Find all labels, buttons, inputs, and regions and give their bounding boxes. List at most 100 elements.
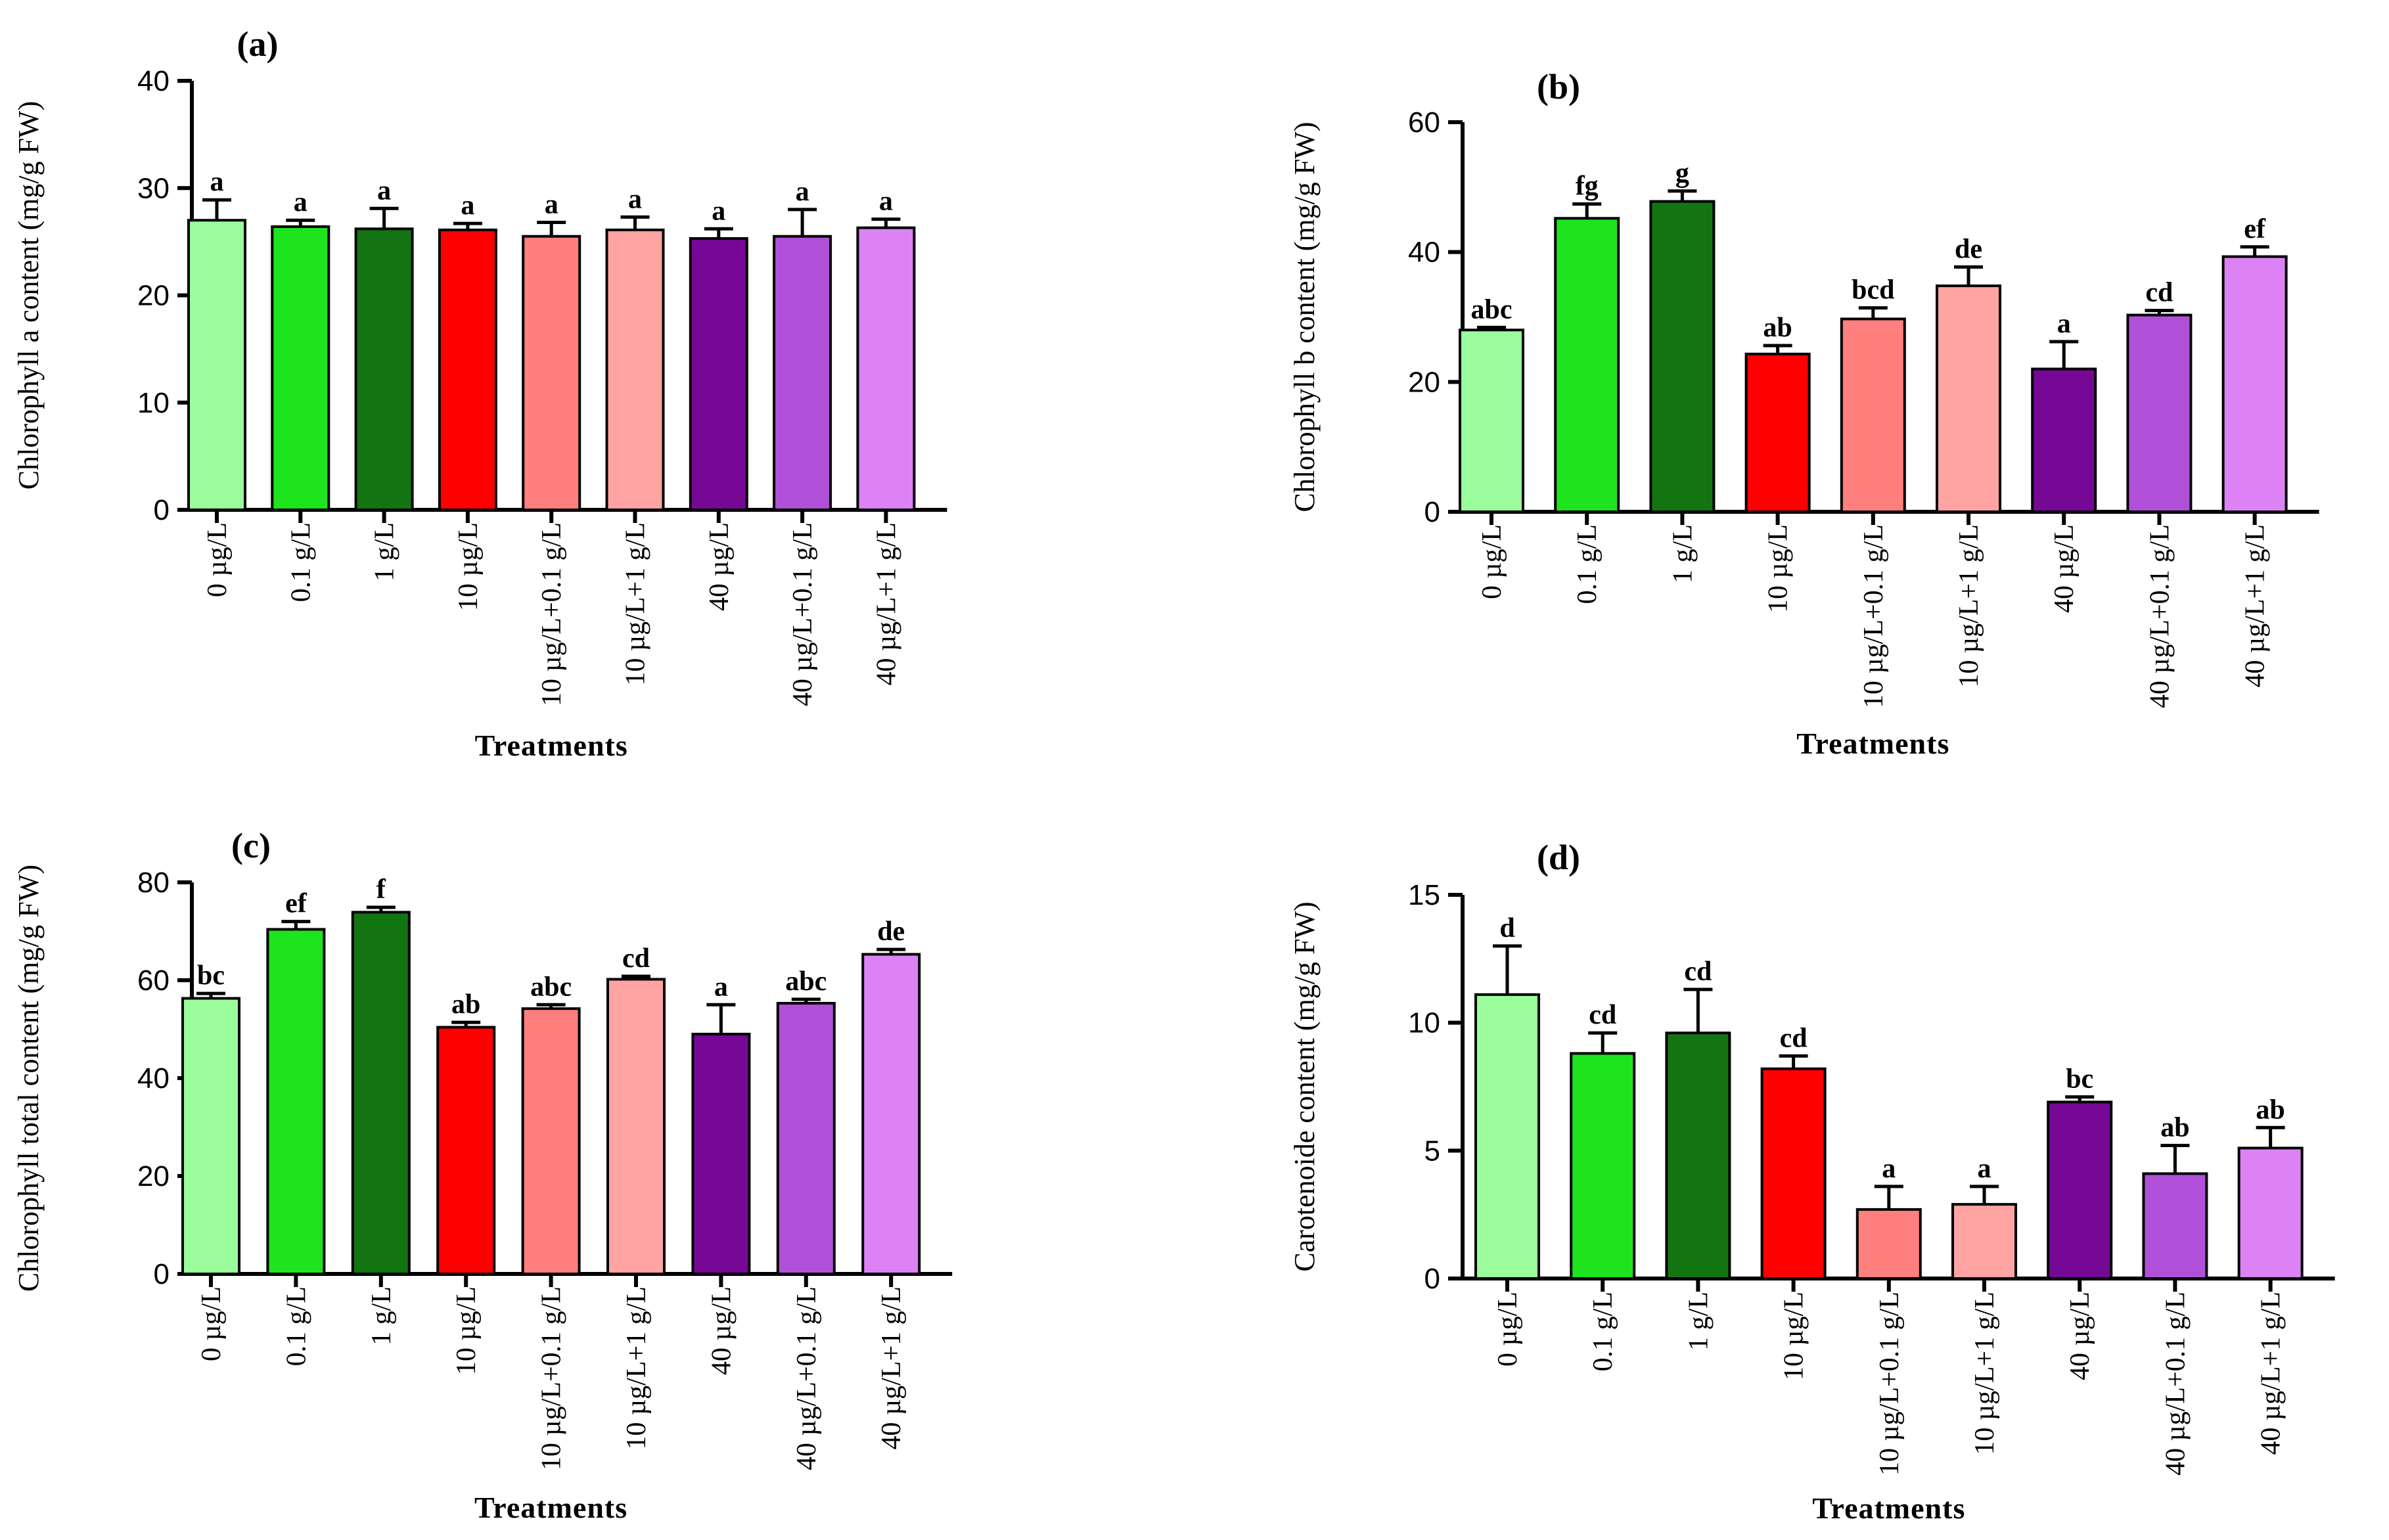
y-tick-label: 40 [137, 1062, 170, 1095]
category-label: 40 µg/L [2049, 524, 2080, 613]
bar [776, 1002, 836, 1275]
bar [181, 997, 240, 1275]
y-tick-label: 60 [137, 964, 170, 997]
y-tick-label: 20 [1408, 366, 1440, 398]
bar [2221, 255, 2288, 513]
bar [522, 235, 581, 511]
significance-label: a [294, 187, 307, 217]
category-label: 40 µg/L+0.1 g/L [2145, 524, 2175, 708]
chart-panels: 0 10 20 30 40 a 0 µg/L a 0.1 g/L a 1 g/L a 10 µg/L a 1… [12, 24, 2335, 1525]
bar [436, 1026, 496, 1276]
significance-label: de [877, 917, 905, 947]
panel-title: (b) [1537, 67, 1580, 106]
bar [1459, 328, 1524, 513]
y-tick-label: 40 [1408, 237, 1440, 269]
y-tick-label: 10 [137, 387, 170, 419]
significance-label: ab [2256, 1095, 2285, 1125]
y-tick-label: 0 [154, 1258, 170, 1290]
y-tick-label: 40 [137, 65, 170, 97]
category-label: 0.1 g/L [281, 1286, 311, 1366]
significance-label: bcd [1852, 275, 1894, 306]
category-label: 40 µg/L [2065, 1292, 2095, 1380]
category-label: 1 g/L [370, 522, 400, 581]
bar [521, 1007, 581, 1275]
category-label: 10 µg/L+1 g/L [1970, 1292, 2000, 1455]
category-label: 10 µg/L [451, 1286, 482, 1375]
category-label: 1 g/L [1683, 1292, 1714, 1351]
y-tick-label: 80 [137, 867, 170, 899]
category-label: 40 µg/L+1 g/L [2241, 524, 2271, 688]
category-label: 40 µg/L+1 g/L [2256, 1292, 2287, 1455]
category-label: 40 µg/L+1 g/L [876, 1286, 907, 1450]
y-tick-label: 10 [1408, 1007, 1440, 1039]
significance-label: a [1882, 1154, 1896, 1184]
bar [1554, 217, 1620, 513]
y-axis-title: Chlorophyll b content (mg/g FW) [1288, 122, 1321, 512]
y-tick-label: 15 [1408, 879, 1440, 911]
significance-label: ef [2244, 214, 2266, 244]
y-axis-title: Chlorophyll total content (mg/g FW) [12, 865, 45, 1292]
significance-label: ab [2160, 1113, 2189, 1143]
panel-title: (c) [231, 826, 271, 865]
bar [351, 911, 411, 1275]
bar [354, 227, 414, 511]
category-label: 0.1 g/L [286, 522, 316, 602]
x-axis-title: Treatments [1812, 1491, 1965, 1525]
bar [271, 225, 330, 511]
significance-label: ef [285, 889, 307, 919]
category-label: 10 µg/L [1763, 524, 1794, 613]
y-tick-label: 60 [1408, 106, 1440, 139]
significance-label: bc [197, 961, 225, 991]
significance-label: cd [1589, 1000, 1616, 1030]
bar [606, 978, 666, 1275]
panel-title: (d) [1537, 838, 1580, 877]
y-tick-label: 0 [1424, 496, 1440, 528]
bar [1570, 1052, 1636, 1280]
y-tick-label: 0 [1424, 1263, 1440, 1295]
bar [861, 953, 921, 1275]
significance-label: abc [785, 966, 827, 997]
chart-panel-b: 0 20 40 60 abc 0 µg/L fg 0.1 g/L g 1 g/L ab 10 µg/L… [1288, 67, 2319, 760]
category-label: 40 µg/L [704, 522, 735, 611]
y-tick-label: 0 [154, 494, 170, 526]
category-label: 10 µg/L [1779, 1292, 1809, 1380]
bar [1649, 200, 1716, 513]
category-label: 10 µg/L+0.1 g/L [537, 522, 567, 706]
bar [1665, 1031, 1731, 1280]
category-label: 0 µg/L [1477, 524, 1507, 599]
category-label: 10 µg/L [453, 522, 484, 611]
x-axis-title: Treatments [1796, 727, 1949, 760]
significance-label: cd [1684, 957, 1712, 987]
chart-panel-a: 0 10 20 30 40 a 0 µg/L a 0.1 g/L a 1 g/L a 10 µg/L a 1… [12, 24, 947, 762]
category-label: 10 µg/L+0.1 g/L [537, 1286, 567, 1470]
bar [1840, 317, 1906, 513]
significance-label: g [1675, 158, 1689, 189]
significance-label: a [879, 187, 893, 217]
category-label: 40 µg/L [706, 1286, 737, 1375]
category-label: 0 µg/L [196, 1286, 227, 1361]
significance-label: ab [1763, 313, 1792, 343]
bar [1951, 1203, 2017, 1280]
bar [2047, 1100, 2113, 1280]
chart-panel-c: 0 20 40 60 80 bc 0 µg/L ef 0.1 g/L f 1 g/L ab 10 µg/… [12, 826, 953, 1524]
category-label: 1 g/L [1668, 524, 1698, 583]
category-label: 40 µg/L+0.1 g/L [792, 1286, 822, 1470]
y-tick-label: 20 [137, 1160, 170, 1192]
significance-label: fg [1576, 171, 1599, 202]
significance-label: a [796, 177, 809, 207]
bar [1474, 993, 1540, 1280]
bar [2031, 367, 2097, 513]
category-label: 40 µg/L+0.1 g/L [2160, 1292, 2191, 1476]
y-tick-label: 30 [137, 172, 170, 204]
significance-label: a [1978, 1154, 1991, 1184]
y-tick-label: 5 [1424, 1135, 1440, 1167]
bar [2142, 1172, 2208, 1280]
category-label: 40 µg/L+1 g/L [871, 522, 901, 686]
significance-label: d [1499, 913, 1514, 943]
bar [689, 237, 748, 511]
panel-title: (a) [237, 24, 279, 64]
significance-label: de [1955, 234, 1982, 264]
significance-label: cd [2145, 278, 2173, 308]
significance-label: a [377, 175, 391, 206]
